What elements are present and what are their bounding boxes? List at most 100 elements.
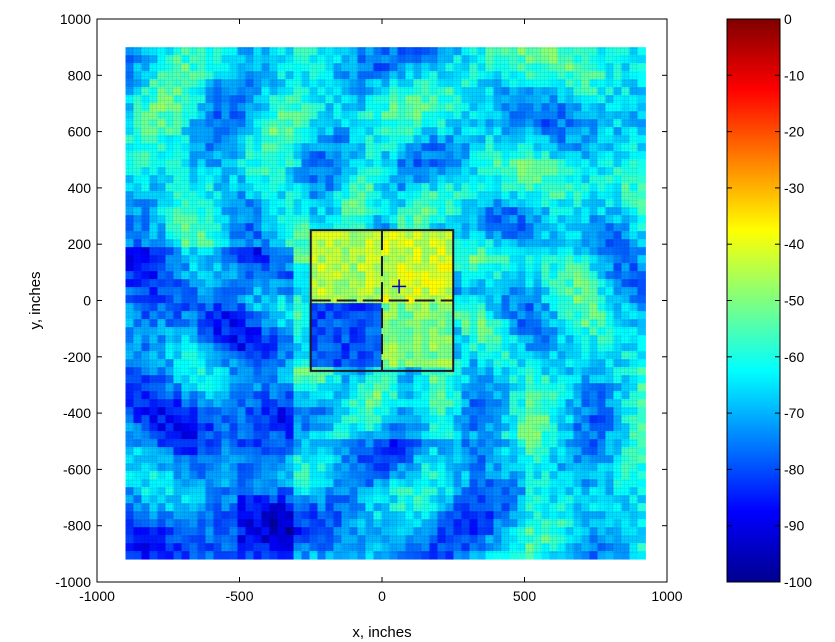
heatmap-cell [637,487,646,496]
heatmap-cell [637,343,646,352]
heatmap-cell [637,463,646,472]
heatmap-cell [637,151,646,160]
heatmap-cell [637,303,646,312]
heatmap-cell [213,551,222,560]
heatmap-cell [637,391,646,400]
heatmap-cell [637,175,646,184]
colorbar-tick-label: -100 [784,574,812,590]
heatmap-cell [637,455,646,464]
heatmap-cell [637,135,646,144]
y-axis-label: y, inches [27,271,44,329]
heatmap-cell [541,551,550,560]
heatmap-cell [637,263,646,272]
heatmap-cell [637,87,646,96]
heatmap-cell [429,551,438,560]
heatmap-cell [637,255,646,264]
heatmap-cell [637,95,646,104]
heatmap-cell [637,543,646,552]
heatmap-cell [485,551,494,560]
heatmap-cell [637,207,646,216]
heatmap-cell [637,63,646,72]
heatmap-cell [637,439,646,448]
heatmap-cell [637,495,646,504]
heatmap-cell [637,231,646,240]
heatmap-cell [637,191,646,200]
heatmap-cell [149,551,158,560]
heatmap-cell [565,551,574,560]
heatmap-cell [349,551,358,560]
heatmap-cell [389,551,398,560]
heatmap-cell [637,431,646,440]
colorbar-tick-label: 0 [784,11,792,27]
y-tick-label: 0 [83,293,91,309]
heatmap-cell [637,103,646,112]
colorbar-tick-label: -10 [784,67,804,83]
heatmap-cell [613,551,622,560]
heatmap-cell [357,551,366,560]
heatmap-cell [637,143,646,152]
heatmap-cell [277,551,286,560]
heatmap-cell [269,551,278,560]
heatmap-cell [637,287,646,296]
heatmap-cell [637,279,646,288]
heatmap-cell [317,551,326,560]
x-tick-label: -1000 [79,588,115,604]
heatmap-cell [637,111,646,120]
heatmap-cell [173,551,182,560]
heatmap-cell [325,551,334,560]
heatmap-cell [637,271,646,280]
heatmap-cell [437,551,446,560]
heatmap-cell [493,551,502,560]
heatmap-cell [637,199,646,208]
y-tick-label: 600 [68,124,92,140]
heatmap-cell [637,511,646,520]
heatmap-cell [637,127,646,136]
heatmap-cell [125,551,134,560]
colorbar-tick-label: -20 [784,124,804,140]
heatmap-cell [637,167,646,176]
heatmap-cell [637,479,646,488]
heatmap-cell [525,551,534,560]
heatmap-cell [197,551,206,560]
heatmap-cell [309,551,318,560]
main-axes: -1000 -500 0 500 1000 10008006004002000-200-… [27,11,683,641]
heatmap-cell [637,399,646,408]
heatmap-cell [637,335,646,344]
heatmap-cell [157,551,166,560]
heatmap-cell [501,551,510,560]
heatmap-cell [637,223,646,232]
y-tick-label: -600 [63,461,91,477]
heatmap-cell [133,551,142,560]
heatmap-cell [221,551,230,560]
colorbar-tick-label: -60 [784,349,804,365]
heatmap-cell [637,247,646,256]
y-tick-label: -400 [63,405,91,421]
x-tick-label: -500 [225,588,253,604]
x-tick-label: 500 [513,588,537,604]
source-marker [392,279,407,294]
heatmap-cell [549,551,558,560]
heatmap-cell [237,551,246,560]
y-tick-label: -200 [63,349,91,365]
heatmap-cell [205,551,214,560]
heatmap-cell [533,551,542,560]
heatmap-cell [637,47,646,56]
y-tick-label: -1000 [55,574,91,590]
colorbar: 0 -10 -20 -30 -40 -50 -60 -70 -80 -90 -100 [726,11,812,590]
heatmap-cell [637,415,646,424]
y-axis-ticks: 1000 800 600 400 200 0 -200 -400 -600 -800 -1000 [55,11,667,590]
y-tick-label: 200 [68,236,92,252]
heatmap-cell [637,319,646,328]
heatmap-cell [637,527,646,536]
heatmap-cell [637,535,646,544]
heatmap-cell [637,351,646,360]
heatmap-cell [373,551,382,560]
heatmap-cell [637,407,646,416]
colorbar-tick-label: -40 [784,236,804,252]
heatmap-cell [181,551,190,560]
heatmap-cell [445,551,454,560]
heatmap-cell [637,215,646,224]
heatmap-cell [365,551,374,560]
heatmap-cell [637,423,646,432]
